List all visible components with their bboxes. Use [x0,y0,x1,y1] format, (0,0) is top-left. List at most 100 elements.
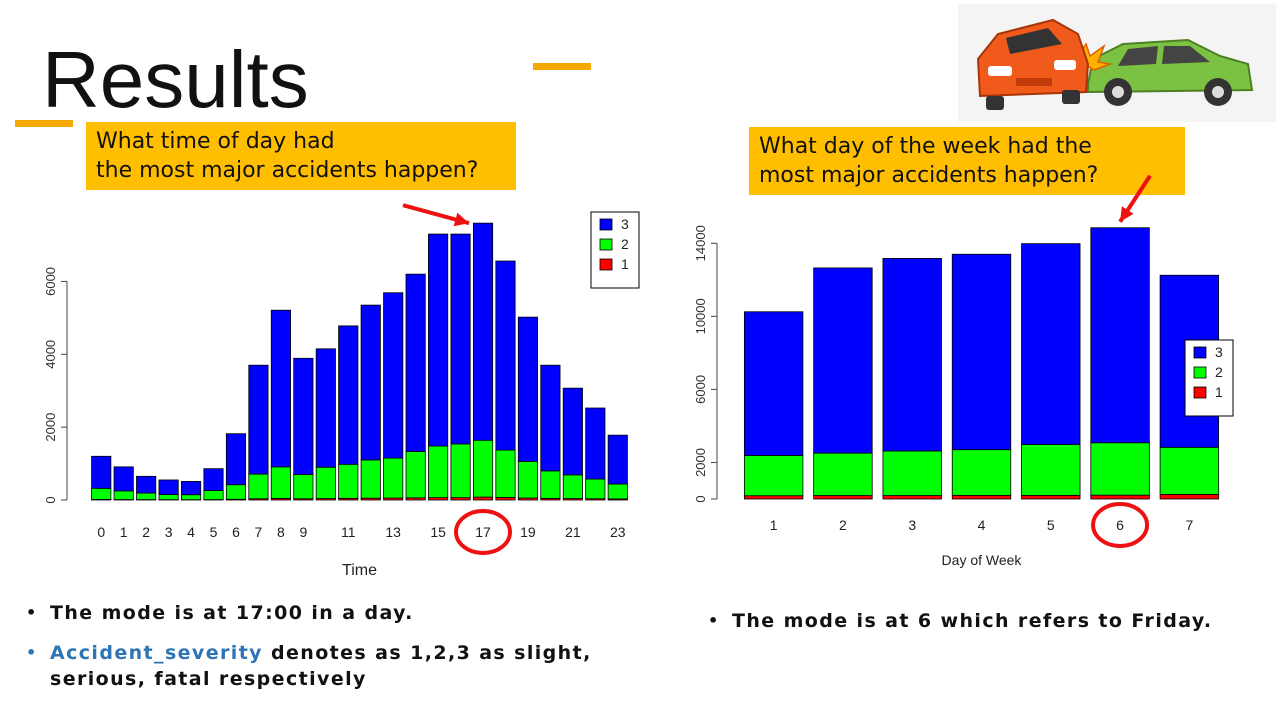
bar-segment-sev-3 [248,364,269,475]
x-tick-label: 17 [475,524,491,540]
legend-label-3: 3 [1215,344,1223,360]
bar-segment-sev-3 [562,387,583,476]
bar-segment-sev-3 [517,316,538,462]
bar-segment-sev-2 [136,492,157,501]
bar-segment-sev-3 [270,309,291,468]
bar-segment-sev-2 [1159,446,1220,495]
legend-swatch-2 [599,238,613,251]
x-tick-label: 6 [232,524,240,540]
legend-swatch-3 [599,218,613,231]
x-tick-label: 4 [978,517,986,533]
callout-time-question: What time of day had the most major acci… [86,122,516,190]
bar-segment-sev-3 [428,233,449,447]
legend-box [590,211,640,289]
x-tick-label: 7 [1185,517,1193,533]
severity-keyword: Accident_severity [50,642,263,664]
callout-day-question: What day of the week had the most major … [749,127,1185,195]
bar-segment-sev-3 [450,233,471,445]
y-tick-label: 0 [43,496,58,503]
severity-note-text: denotes as 1,2,3 as slight, serious, fat… [50,642,592,690]
x-tick-label: 19 [520,524,536,540]
bar-segment-sev-3 [338,325,359,465]
legend-label-2: 2 [621,236,629,252]
y-tick-label: 2000 [693,448,708,477]
legend: 3 2 1 [590,211,640,289]
x-tick-label: 2 [839,517,847,533]
bar-segment-sev-2 [495,449,516,498]
title-underline-accent [15,120,73,127]
bar-segment-sev-3 [158,479,179,495]
legend-label-1: 1 [621,256,629,272]
bullet-list-left: The mode is at 17:00 in a day. Accident_… [26,600,646,706]
y-tick-label: 4000 [43,340,58,369]
y-tick-label: 0 [693,495,708,502]
legend-label-1: 1 [1215,384,1223,400]
bar-segment-sev-3 [91,455,112,489]
bar-segment-sev-3 [540,364,561,472]
highlight-circle [1091,502,1150,548]
bar-segment-sev-3 [607,434,628,485]
legend-swatch-3 [1193,346,1207,359]
bar-segment-sev-3 [472,222,494,441]
pointer-arrow-head [1120,206,1134,222]
bar-segment-sev-2 [607,483,628,500]
x-tick-label: 2 [142,524,150,540]
bar-segment-sev-3 [585,407,606,480]
top-accent-bar [533,63,591,70]
highlight-circle [454,509,513,555]
x-tick-label: 0 [97,524,105,540]
bar-segment-sev-2 [315,466,336,499]
legend-label-3: 3 [621,216,629,232]
x-tick-label: 6 [1116,517,1124,533]
legend-swatch-1 [599,258,613,271]
x-tick-label: 7 [255,524,263,540]
bar-segment-sev-3 [1090,227,1150,444]
bar-segment-sev-2 [540,470,561,499]
bullet-severity-note: Accident_severity denotes as 1,2,3 as sl… [26,640,646,692]
bar-segment-sev-2 [562,474,583,499]
bar-segment-sev-3 [225,433,247,486]
x-tick-label: 3 [908,517,916,533]
bar-segment-sev-1 [472,496,494,501]
bar-segment-sev-1 [743,495,804,500]
bar-segment-sev-3 [882,258,942,452]
bar-segment-sev-3 [203,468,224,491]
x-tick-label: 9 [299,524,307,540]
y-tick-label: 6000 [693,375,708,404]
bar-segment-sev-3 [181,481,202,496]
bar-segment-sev-2 [428,445,449,499]
bar-segment-sev-3 [293,357,314,475]
x-tick-label: 5 [210,524,218,540]
pointer-arrow-head [453,212,470,227]
bar-segment-sev-1 [951,494,1012,500]
bar-segment-sev-3 [743,311,804,456]
bar-segment-sev-2 [113,490,134,500]
bullet-day-mode: The mode is at 6 which refers to Friday. [708,608,1268,634]
bar-segment-sev-2 [293,474,314,500]
x-tick-label: 13 [385,524,401,540]
chart-accidents-by-day: 0 2000 6000 10000 14000 1 2 3 4 5 6 7 Day of Week 3 2 1 [693,174,1234,568]
y-tick-label: 14000 [693,225,708,261]
bar-segment-sev-1 [882,495,942,500]
car-crash-icon [958,4,1276,122]
bar-segment-sev-1 [813,495,873,500]
y-tick-label: 2000 [43,413,58,442]
bar-segment-sev-3 [405,273,426,452]
legend-swatch-2 [1193,366,1207,379]
bar-segment-sev-2 [450,443,471,499]
bar-segment-sev-2 [517,460,538,499]
bar-segment-sev-2 [181,494,202,501]
bar-segment-sev-2 [203,490,224,501]
x-tick-label: 11 [341,524,356,540]
legend: 3 2 1 [1184,339,1234,417]
bar-segment-sev-3 [136,475,157,494]
bar-segment-sev-2 [91,487,112,500]
bar-segment-sev-2 [585,478,606,500]
legend-box [1184,339,1234,417]
x-tick-label: 1 [120,524,128,540]
y-tick-label: 10000 [693,298,708,334]
x-tick-label: 5 [1047,517,1055,533]
x-tick-label: 1 [770,517,778,533]
x-tick-label: 15 [430,524,446,540]
bar-segment-sev-2 [270,466,291,499]
